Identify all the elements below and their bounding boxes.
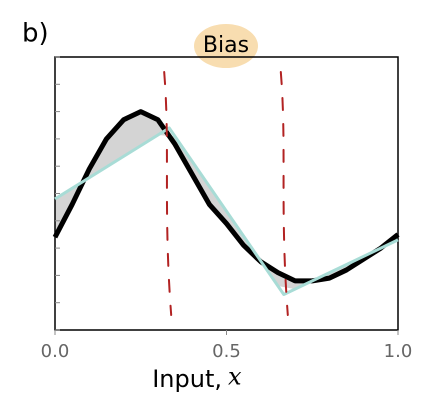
plot-area: 0.0 0.5 1.0 xyxy=(41,56,413,362)
x-axis-label: Input, xyxy=(152,365,222,393)
x-tick-label: 1.0 xyxy=(384,341,413,362)
plot-frame xyxy=(54,56,399,331)
approximation xyxy=(54,126,399,297)
x-axis-variable: x xyxy=(228,363,242,391)
joint-line xyxy=(163,71,173,316)
curve xyxy=(52,109,400,284)
panel-label: b) xyxy=(22,19,49,49)
chart-title: Bias xyxy=(203,33,249,58)
joint-line xyxy=(279,71,289,316)
x-tick-label: 0.5 xyxy=(212,341,241,362)
x-tick-label: 0.0 xyxy=(41,341,70,362)
